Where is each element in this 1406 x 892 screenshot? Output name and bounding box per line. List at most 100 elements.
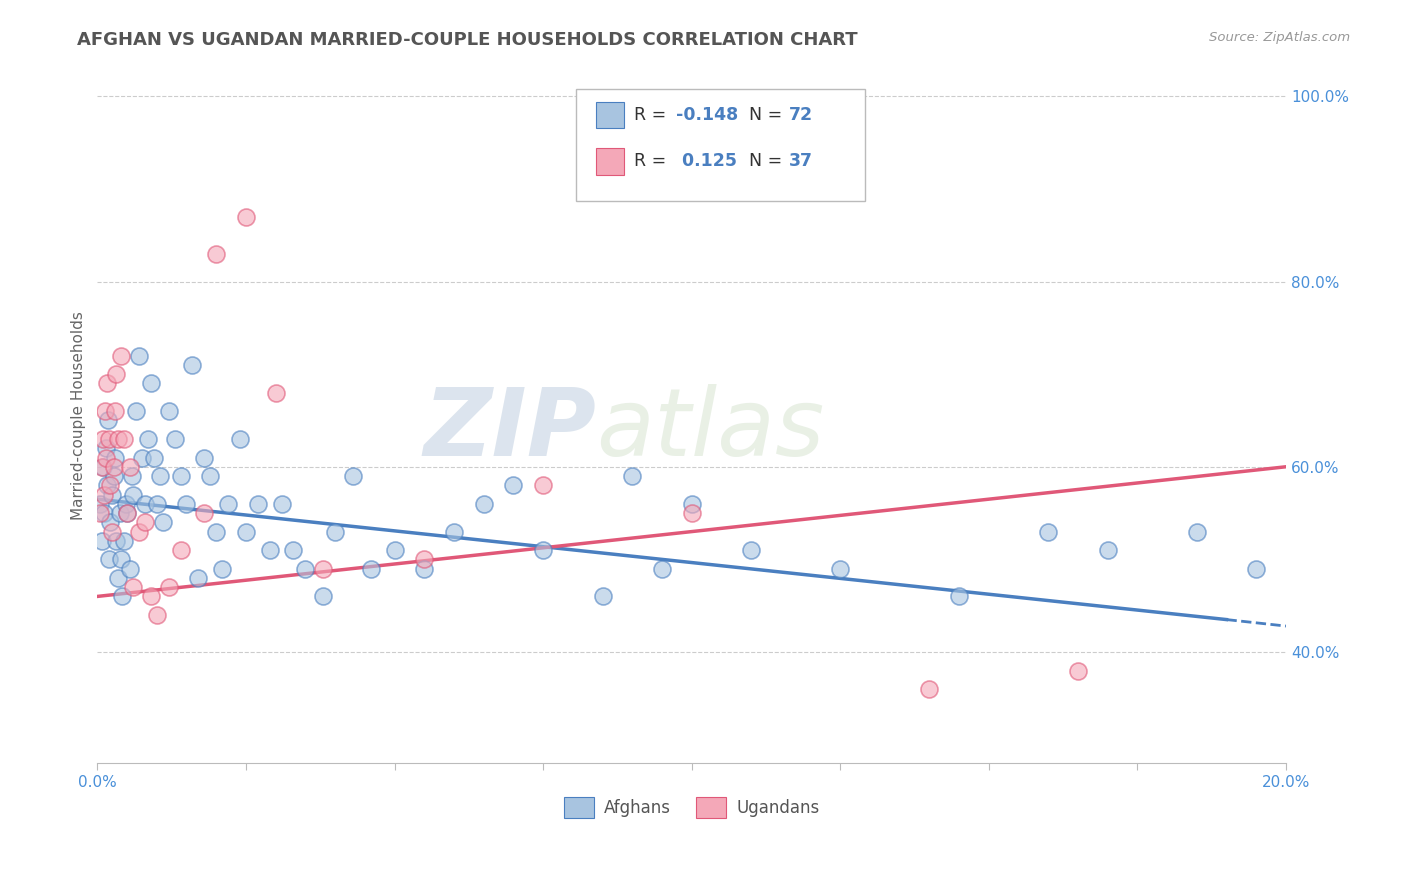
- Point: [193, 506, 215, 520]
- Point: [413, 552, 436, 566]
- Point: [342, 469, 364, 483]
- Text: -0.148: -0.148: [676, 106, 738, 124]
- Y-axis label: Married-couple Households: Married-couple Households: [72, 311, 86, 520]
- Point: [110, 552, 132, 566]
- Point: [105, 367, 128, 381]
- Point: [94, 404, 117, 418]
- Point: [104, 404, 127, 418]
- Point: [111, 590, 134, 604]
- Point: [384, 543, 406, 558]
- Point: [270, 497, 292, 511]
- Text: N =: N =: [749, 153, 789, 170]
- Point: [100, 516, 122, 530]
- Point: [187, 571, 209, 585]
- Point: [157, 580, 180, 594]
- Point: [740, 543, 762, 558]
- Point: [105, 533, 128, 548]
- Point: [96, 376, 118, 391]
- Point: [443, 524, 465, 539]
- Point: [1038, 524, 1060, 539]
- Text: AFGHAN VS UGANDAN MARRIED-COUPLE HOUSEHOLDS CORRELATION CHART: AFGHAN VS UGANDAN MARRIED-COUPLE HOUSEHO…: [77, 31, 858, 49]
- Point: [830, 561, 852, 575]
- Text: atlas: atlas: [596, 384, 825, 475]
- Point: [96, 478, 118, 492]
- Point: [205, 246, 228, 260]
- Point: [217, 497, 239, 511]
- Point: [115, 506, 138, 520]
- Text: N =: N =: [749, 106, 789, 124]
- Point: [107, 571, 129, 585]
- Text: 37: 37: [789, 153, 813, 170]
- Text: 72: 72: [789, 106, 813, 124]
- Point: [152, 516, 174, 530]
- Point: [200, 469, 222, 483]
- Point: [169, 469, 191, 483]
- Point: [112, 533, 135, 548]
- Point: [193, 450, 215, 465]
- Point: [323, 524, 346, 539]
- Point: [1067, 664, 1090, 678]
- Point: [502, 478, 524, 492]
- Text: Source: ZipAtlas.com: Source: ZipAtlas.com: [1209, 31, 1350, 45]
- Point: [100, 478, 122, 492]
- Point: [592, 590, 614, 604]
- Point: [93, 487, 115, 501]
- Point: [96, 450, 118, 465]
- Point: [118, 561, 141, 575]
- Point: [101, 524, 124, 539]
- Point: [531, 478, 554, 492]
- Point: [205, 524, 228, 539]
- Point: [103, 469, 125, 483]
- Point: [110, 349, 132, 363]
- Point: [229, 432, 252, 446]
- Point: [413, 561, 436, 575]
- Legend: Afghans, Ugandans: Afghans, Ugandans: [557, 790, 825, 824]
- Point: [531, 543, 554, 558]
- Point: [681, 497, 703, 511]
- Point: [163, 432, 186, 446]
- Point: [122, 580, 145, 594]
- Text: ZIP: ZIP: [423, 384, 596, 475]
- Point: [107, 432, 129, 446]
- Point: [98, 552, 121, 566]
- Point: [294, 561, 316, 575]
- Point: [89, 497, 111, 511]
- Point: [283, 543, 305, 558]
- Point: [89, 506, 111, 520]
- Point: [235, 524, 257, 539]
- Point: [146, 497, 169, 511]
- Point: [211, 561, 233, 575]
- Point: [128, 349, 150, 363]
- Point: [264, 385, 287, 400]
- Point: [235, 210, 257, 224]
- Point: [1244, 561, 1267, 575]
- Point: [360, 561, 382, 575]
- Point: [115, 497, 138, 511]
- Point: [97, 413, 120, 427]
- Point: [681, 506, 703, 520]
- Point: [918, 681, 941, 696]
- Point: [125, 404, 148, 418]
- Point: [246, 497, 269, 511]
- Text: 0.125: 0.125: [676, 153, 737, 170]
- Point: [169, 543, 191, 558]
- Point: [91, 533, 114, 548]
- Text: R =: R =: [634, 106, 672, 124]
- Point: [1185, 524, 1208, 539]
- Point: [90, 459, 112, 474]
- Point: [139, 376, 162, 391]
- Point: [115, 506, 138, 520]
- Point: [122, 487, 145, 501]
- Point: [98, 432, 121, 446]
- Point: [118, 459, 141, 474]
- Point: [948, 590, 970, 604]
- Point: [472, 497, 495, 511]
- Point: [91, 432, 114, 446]
- Point: [121, 469, 143, 483]
- Point: [142, 450, 165, 465]
- Point: [181, 358, 204, 372]
- Point: [146, 607, 169, 622]
- Point: [131, 450, 153, 465]
- Point: [149, 469, 172, 483]
- Point: [312, 590, 335, 604]
